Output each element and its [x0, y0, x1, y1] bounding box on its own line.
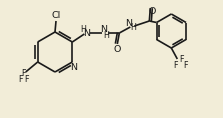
Text: H: H — [103, 32, 109, 40]
Text: N: N — [125, 19, 132, 27]
Text: F: F — [183, 61, 188, 70]
Text: H: H — [80, 25, 86, 34]
Text: F: F — [179, 55, 184, 63]
Text: O: O — [149, 6, 156, 15]
Text: Cl: Cl — [51, 11, 61, 21]
Text: N: N — [83, 30, 90, 38]
Text: N: N — [100, 25, 107, 34]
Text: N: N — [70, 63, 77, 72]
Text: F: F — [19, 76, 23, 84]
Text: F: F — [21, 69, 26, 78]
Text: O: O — [114, 44, 121, 53]
Text: F: F — [25, 76, 29, 84]
Text: H: H — [130, 23, 136, 32]
Text: F: F — [173, 61, 178, 70]
